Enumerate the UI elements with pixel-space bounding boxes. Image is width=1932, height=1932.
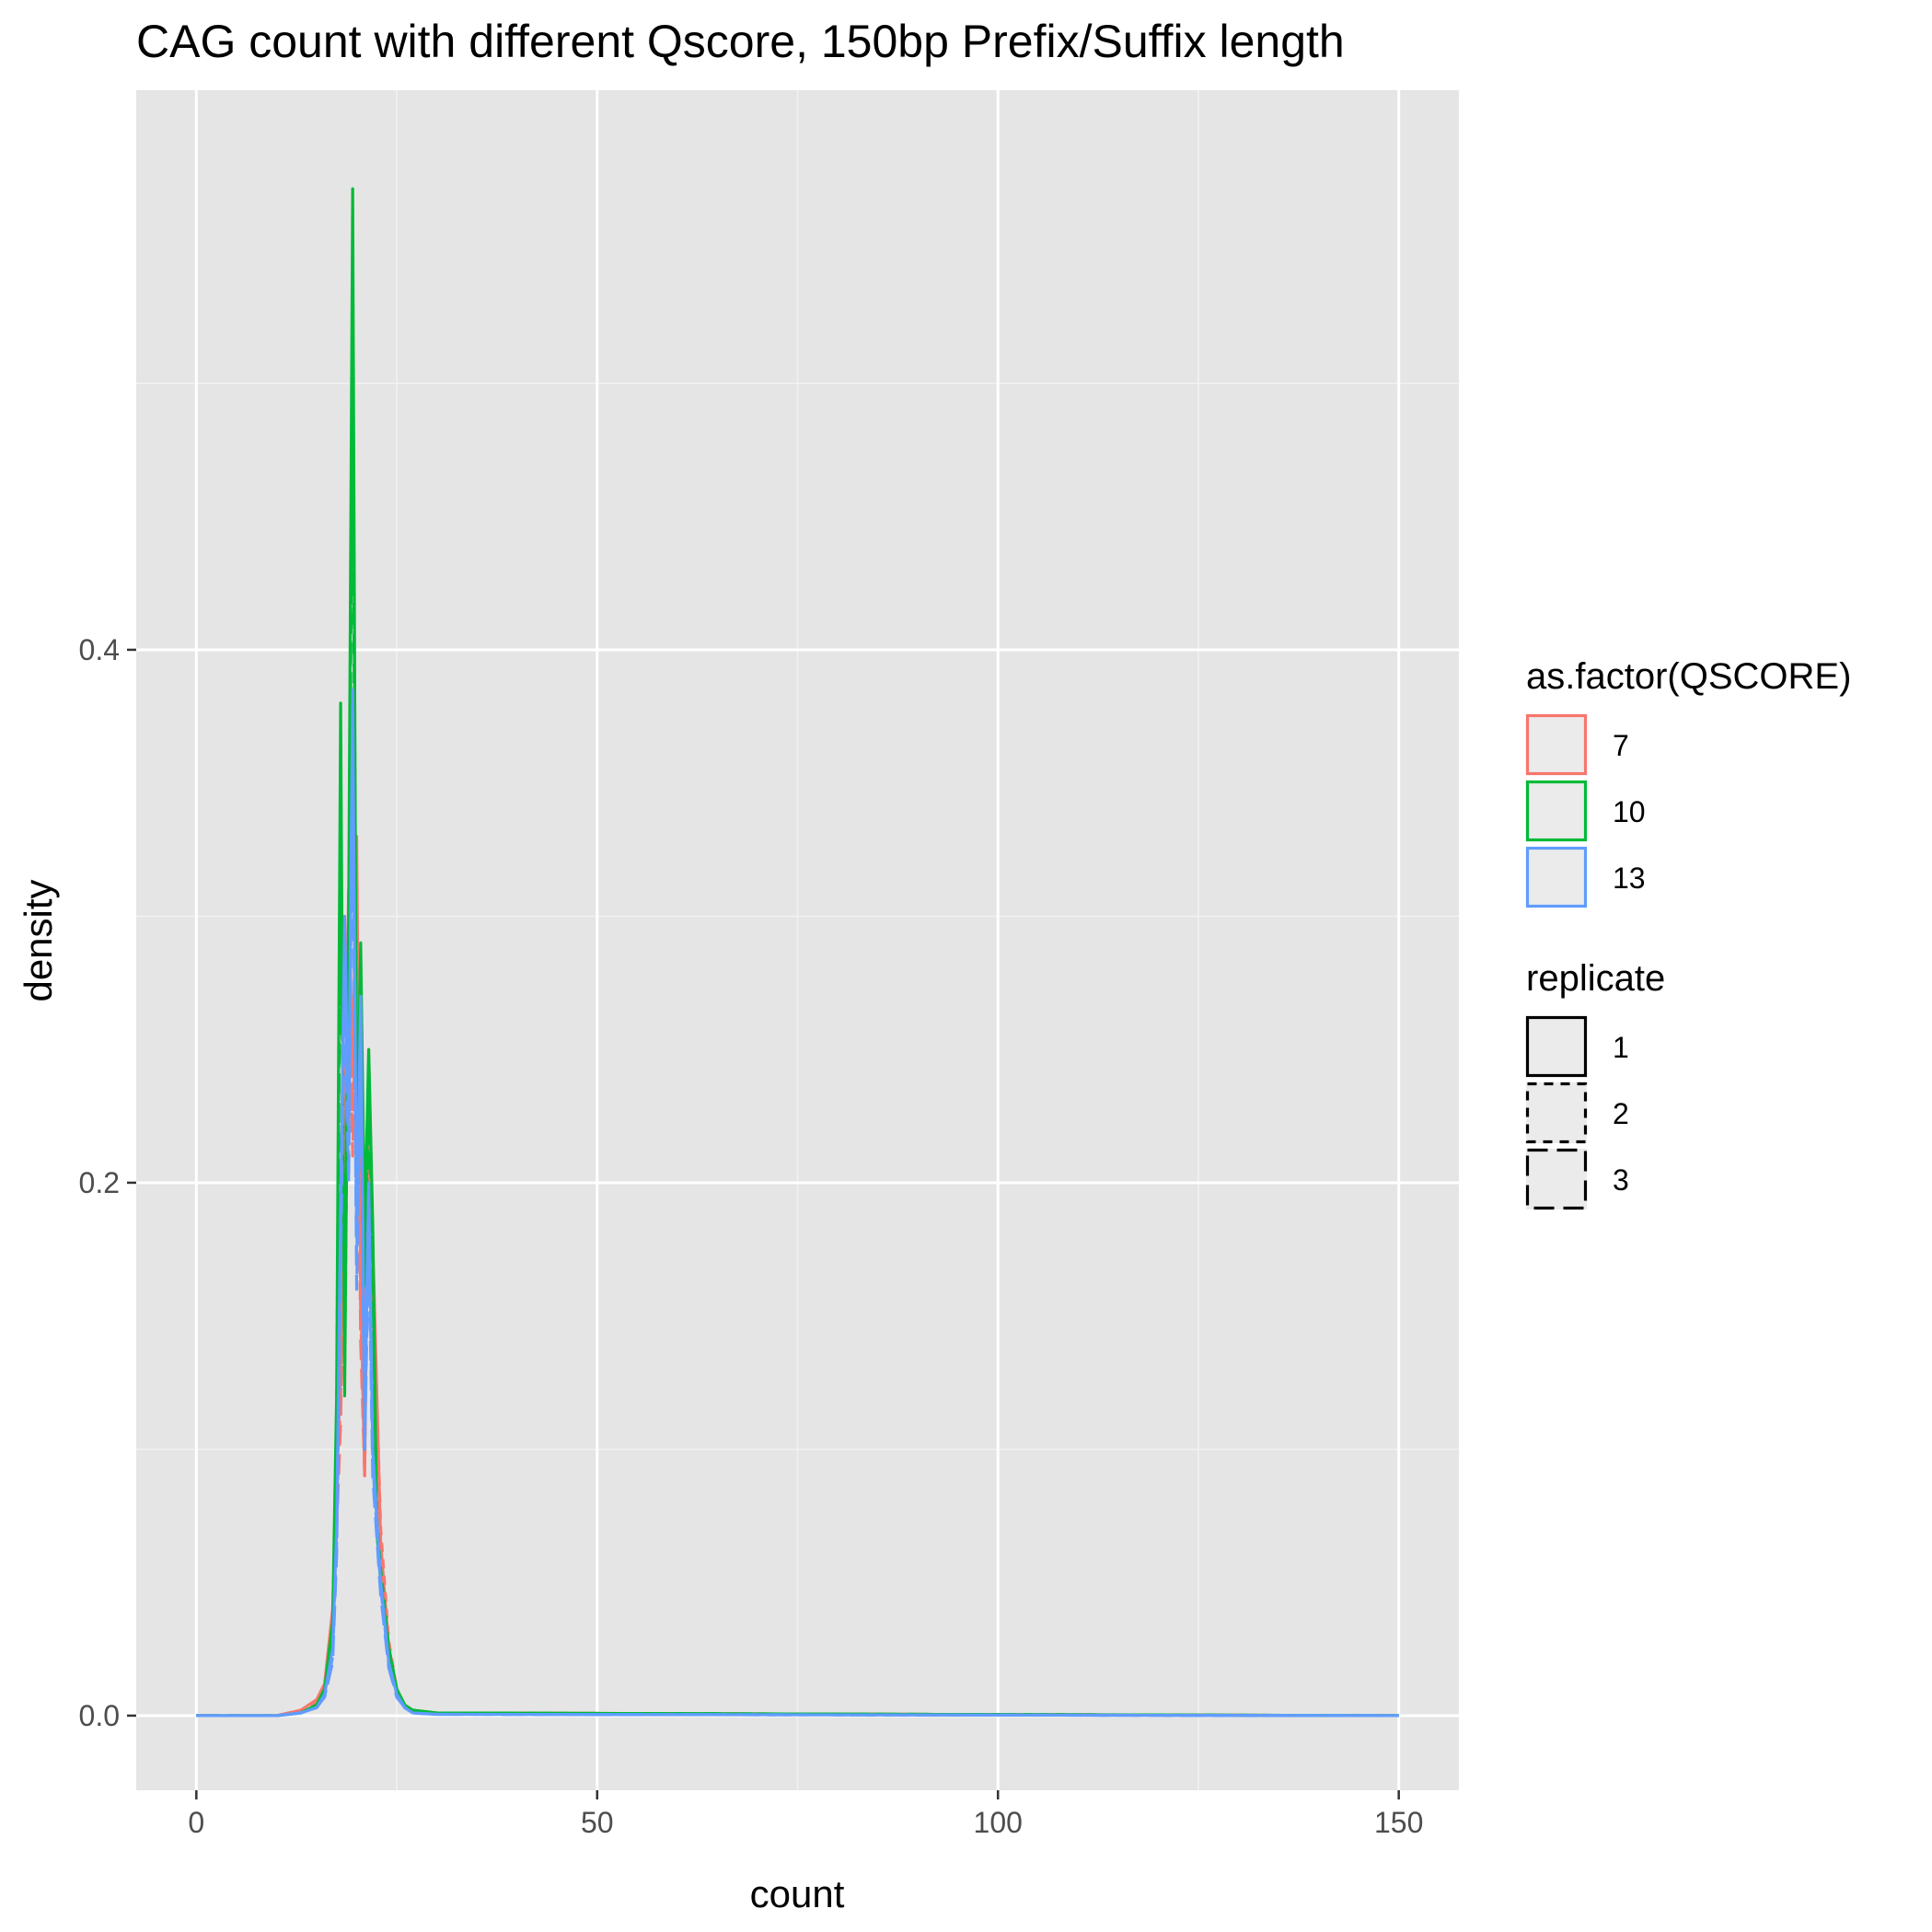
legend-key-swatch	[1525, 713, 1588, 776]
legend-title: as.factor(QSCORE)	[1526, 656, 1851, 697]
x-tick-label: 100	[974, 1806, 1023, 1839]
y-tick-label: 0.0	[79, 1699, 120, 1732]
x-axis-title: count	[750, 1872, 845, 1915]
legend: as.factor(QSCORE) 7 10 13 replicate 1 2 3	[1525, 656, 1851, 1210]
series-line-q13-rep3	[196, 781, 1399, 1718]
y-axis: 0.0 0.2 0.4	[79, 633, 136, 1732]
legend-key	[1525, 780, 1588, 842]
legend-key	[1525, 1082, 1588, 1144]
legend-key	[1525, 846, 1588, 908]
legend-entry-label: 3	[1613, 1163, 1629, 1197]
legend-key	[1525, 1148, 1588, 1210]
chart-title: CAG count with different Qscore, 150bp P…	[136, 16, 1345, 67]
legend-key-background	[1526, 714, 1587, 775]
y-axis-title: density	[17, 879, 60, 1001]
minor-gridlines	[136, 90, 1459, 1790]
legend-entry-label: 2	[1613, 1097, 1629, 1130]
legend-entry-label: 10	[1613, 795, 1646, 828]
legend-key-background	[1526, 781, 1587, 841]
legend-entry-label: 13	[1613, 862, 1646, 895]
x-tick-label: 150	[1374, 1806, 1423, 1839]
legend-entry-label: 1	[1613, 1031, 1629, 1064]
legend-key-background	[1526, 1016, 1587, 1077]
x-axis: 0 50 100 150	[188, 1790, 1423, 1839]
x-tick-label: 50	[581, 1806, 614, 1839]
y-tick-label: 0.2	[79, 1166, 120, 1199]
legend-key	[1525, 1015, 1588, 1078]
legend-key-swatch	[1525, 1015, 1588, 1078]
legend-key-background	[1526, 1149, 1587, 1209]
legend-key-background	[1526, 847, 1587, 908]
legend-entry-label: 7	[1613, 729, 1629, 762]
legend-key-swatch	[1525, 780, 1588, 842]
legend-key-background	[1526, 1082, 1587, 1143]
x-tick-label: 0	[188, 1806, 204, 1839]
y-tick-label: 0.4	[79, 633, 120, 666]
legend-key-swatch	[1525, 846, 1588, 908]
legend-key	[1525, 713, 1588, 776]
series-lines	[196, 187, 1399, 1718]
legend-key-swatch	[1525, 1082, 1588, 1144]
legend-title: replicate	[1526, 958, 1665, 999]
